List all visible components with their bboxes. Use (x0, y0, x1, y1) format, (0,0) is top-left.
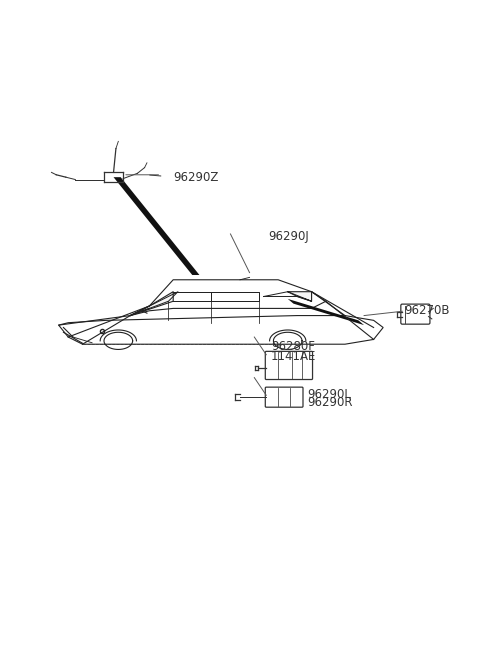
Text: 1141AE: 1141AE (271, 350, 316, 363)
Polygon shape (114, 177, 199, 275)
Text: 96290L: 96290L (307, 388, 351, 401)
Text: 96290Z: 96290Z (173, 171, 218, 183)
Text: 96290R: 96290R (307, 396, 352, 409)
Text: 96270B: 96270B (405, 305, 450, 317)
Text: 96280F: 96280F (271, 340, 315, 353)
Text: 96290J: 96290J (269, 231, 310, 243)
Polygon shape (288, 299, 364, 325)
Polygon shape (288, 291, 312, 301)
Polygon shape (130, 291, 173, 316)
